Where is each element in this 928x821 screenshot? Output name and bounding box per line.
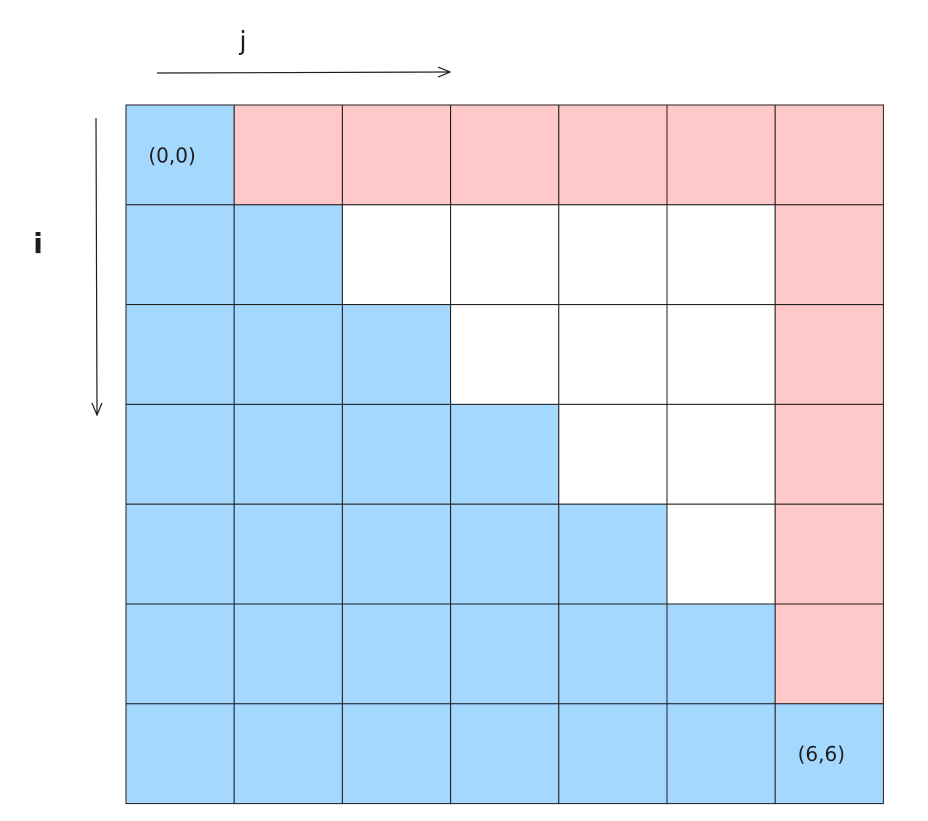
grid-cell [558,403,668,505]
grid-cell [666,204,776,306]
grid-cell [774,503,884,605]
grid-cell [233,403,343,505]
grid-cell [125,204,235,306]
grid-cell [774,603,884,705]
grid-cell [125,104,235,206]
grid-cell [666,403,776,505]
grid: (0,0) (6,6) [125,104,884,805]
grid-cell [341,204,452,306]
grid-cell [774,703,884,805]
grid-cell [233,204,343,306]
grid-cell [666,104,776,206]
grid-cell [125,603,235,705]
grid-cell [233,703,343,805]
grid-cell [233,304,343,405]
grid-cell [558,204,668,306]
grid-cell [666,703,776,805]
grid-cell [450,304,560,405]
grid-cell [558,703,668,805]
grid-cell [341,703,452,805]
column-arrow [156,72,450,73]
grid-cell [450,104,560,206]
cell-label: (6,6) [798,742,845,766]
column-label: j [238,27,246,57]
grid-cell [558,304,668,405]
grid-cell [125,703,235,805]
grid-cell [233,104,343,206]
grid-cell [450,603,560,705]
grid-cell [558,503,668,605]
grid-cell [341,403,452,505]
grid-cell [666,603,776,705]
grid-cell [774,304,884,405]
grid-cell [341,603,452,705]
grid-cell [125,304,235,405]
row-label: i [33,227,43,260]
grid-cell [341,104,452,206]
grid-cell [774,403,884,505]
grid-cell [450,503,560,605]
grid-cell [666,304,776,405]
grid-cell [450,403,560,505]
grid-cell [774,104,884,206]
grid-cell [233,503,343,605]
grid-cell [125,403,235,505]
grid-cell [341,503,452,605]
grid-cell [774,204,884,306]
row-arrow [96,117,97,415]
grid-cell [450,703,560,805]
cell-label: (0,0) [148,143,195,167]
grid-cell [666,503,776,605]
grid-cell [341,304,452,405]
grid-cell [125,503,235,605]
grid-cell [450,204,560,306]
grid-cell [558,104,668,206]
grid-cell [233,603,343,705]
grid-cell [558,603,668,705]
